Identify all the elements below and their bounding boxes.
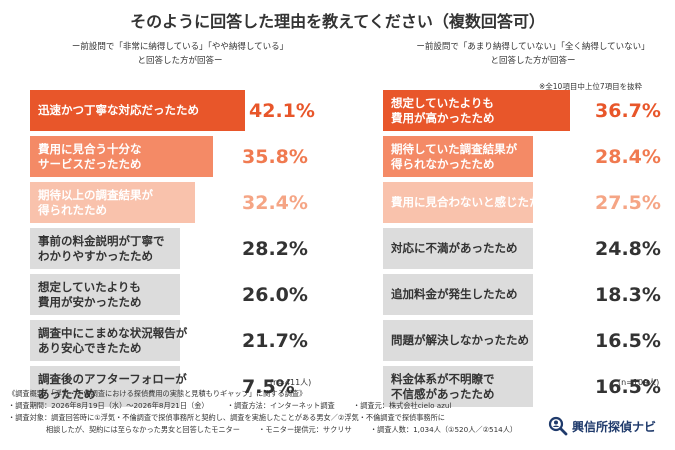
bar-row: 想定していたよりも 費用が高かったため 36.7% [383, 90, 675, 131]
bar-row: 調査中にこまめな状況報告が あり安心できたため 21.7% [30, 320, 330, 361]
bar-label: 費用に見合う十分な サービスだったため [38, 141, 142, 171]
bar-label: 対応に不満があったため [391, 241, 518, 255]
survey-period: ・調査期間：2026年8月19日（水）〜2026年8月21日（金） [8, 401, 209, 410]
survey-source: ・調査元：株式会社cielo azul [353, 401, 452, 410]
survey-overview: 《調査概要：「浮気・不倫調査における探偵費用の実態と見積もりギャップ」に関する調… [8, 388, 528, 436]
bar-value-label: 21.7% [242, 329, 308, 352]
bar-label: 想定していたよりも 費用が安かったため [38, 279, 142, 309]
bar-label: 料金体系が不明瞭で 不信感があったため [391, 371, 495, 401]
bar [30, 228, 180, 269]
bar-row: 追加料金が発生したため 18.3% [383, 274, 675, 315]
bar-label: 費用に見合わないと感じたため [391, 195, 552, 209]
bar-row: 事前の料金説明が丁寧で わかりやすかったため 28.2% [30, 228, 330, 269]
bar-label: 想定していたよりも 費用が高かったため [391, 95, 495, 125]
bar [30, 136, 213, 177]
survey-target: ・調査対象：調査回答時に①浮気・不倫調査で探偵事務所と契約し、調査を実施したこと… [8, 413, 445, 422]
page-title: そのように回答した理由を教えてください（複数回答可） [130, 12, 545, 31]
bar [30, 366, 180, 407]
chart-footnote: ※全10項目中上位7項目を抜粋 [539, 82, 643, 91]
bar-row: 対応に不満があったため 24.8% [383, 228, 675, 269]
survey-monitor: ・モニター提供元：サクリサ [258, 425, 352, 434]
brand-logo: 興信所探偵ナビ [548, 416, 656, 436]
brand-name: 興信所探偵ナビ [572, 419, 657, 434]
chart-panel-satisfied: ー前設問で「非常に納得している」「やや納得している」 と回答した方が回答ー 迅速… [30, 40, 330, 407]
bar-row: 調査後のアフターフォローが あったため 7.5% [30, 366, 330, 407]
caption-line-2: と回答した方が回答ー [137, 56, 223, 66]
survey-count: ・調査人数：1,034人（①520人／②514人） [369, 425, 518, 434]
bar-value-label: 27.5% [595, 191, 661, 214]
bar-label: 期待していた調査結果が 得られなかったため [391, 141, 518, 171]
bar-value-label: 18.3% [595, 283, 661, 306]
bar [383, 182, 533, 223]
bar-label: 迅速かつ丁寧な対応だったため [38, 103, 199, 117]
bar [30, 320, 180, 361]
bar [383, 320, 533, 361]
bar-value-label: 32.4% [242, 191, 308, 214]
bar-value-label: 16.5% [595, 329, 661, 352]
bar-row: 問題が解決しなかったため 16.5% [383, 320, 675, 361]
caption-line-1: ー前設問で「あまり納得していない」「全く納得していない」 [416, 42, 650, 52]
bar-value-label: 35.8% [242, 145, 308, 168]
bar [30, 182, 195, 223]
bar-label: 問題が解決しなかったため [391, 333, 529, 347]
bar-label: 期待以上の調査結果が 得られたため [38, 187, 153, 217]
bar-value-label: 26.0% [242, 283, 308, 306]
bar-label: 調査後のアフターフォローが あったため [38, 371, 187, 401]
bar-row: 費用に見合わないと感じたため 27.5% [383, 182, 675, 223]
bar [383, 136, 533, 177]
survey-method: ・調査方法：インターネット調査 [226, 401, 335, 410]
bar-label: 追加料金が発生したため [391, 287, 518, 301]
bar [383, 274, 533, 315]
bar [383, 366, 533, 407]
bar [30, 90, 245, 131]
chart-panel-unsatisfied: ー前設問で「あまり納得していない」「全く納得していない」 と回答した方が回答ー … [383, 40, 675, 407]
bar-value-label: 16.5% [595, 375, 661, 398]
bar-value-label: 7.5% [242, 375, 295, 398]
chart-caption: ー前設問で「非常に納得している」「やや納得している」 と回答した方が回答ー [30, 40, 330, 72]
bar [383, 228, 533, 269]
bar-row: 期待していた調査結果が 得られなかったため 28.4% [383, 136, 675, 177]
bar-row: 迅速かつ丁寧な対応だったため 42.1% [30, 90, 330, 131]
bar-label: 事前の料金説明が丁寧で わかりやすかったため [38, 233, 165, 263]
bar-value-label: 42.1% [249, 99, 315, 122]
bar-label: 調査中にこまめな状況報告が あり安心できたため [38, 325, 188, 355]
bar-value-label: 36.7% [595, 99, 661, 122]
bar-row: 想定していたよりも 費用が安かったため 26.0% [30, 274, 330, 315]
caption-line-2: と回答した方が回答ー [490, 56, 576, 66]
bar [383, 90, 570, 131]
bar-row: 費用に見合う十分な サービスだったため 35.8% [30, 136, 330, 177]
bar [30, 274, 180, 315]
bar-row: 料金体系が不明瞭で 不信感があったため 16.5% [383, 366, 675, 407]
magnifier-person-icon [548, 416, 568, 436]
caption-line-1: ー前設問で「非常に納得している」「やや納得している」 [71, 42, 289, 52]
sample-size-right: (n=109人) [618, 378, 660, 387]
sample-size-left: (n=411人) [270, 378, 312, 387]
survey-target-cont: 相談したが、契約には至らなかった男女と回答したモニター [46, 425, 240, 434]
bar-value-label: 28.2% [242, 237, 308, 260]
survey-title: 《調査概要：「浮気・不倫調査における探偵費用の実態と見積もりギャップ」に関する調… [8, 389, 307, 398]
chart-caption: ー前設問で「あまり納得していない」「全く納得していない」 と回答した方が回答ー [383, 40, 675, 72]
bar-value-label: 28.4% [595, 145, 661, 168]
bar-row: 期待以上の調査結果が 得られたため 32.4% [30, 182, 330, 223]
bar-value-label: 24.8% [595, 237, 661, 260]
